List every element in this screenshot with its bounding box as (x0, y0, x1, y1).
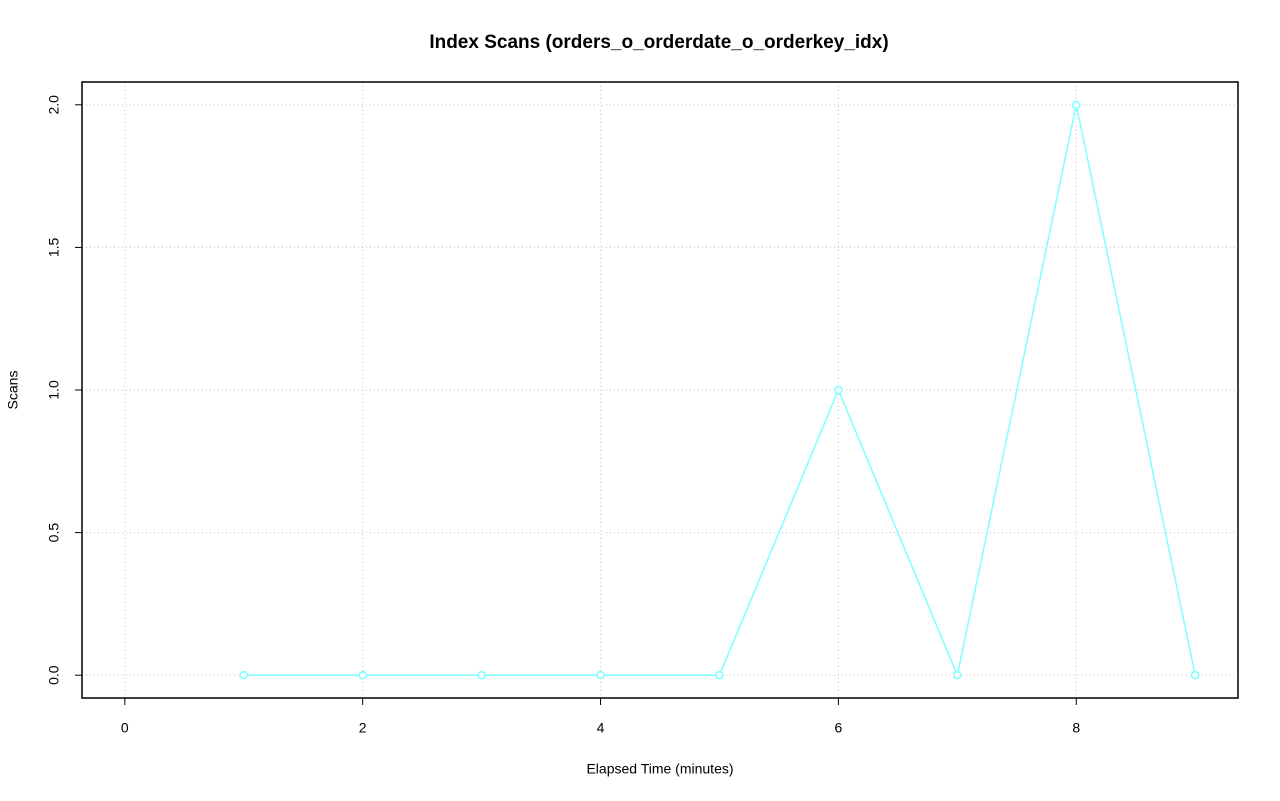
x-tick-label: 6 (834, 720, 842, 736)
data-point (953, 670, 962, 680)
x-tick-label: 4 (597, 720, 605, 736)
y-tick-label: 1.5 (46, 237, 62, 257)
data-point (715, 670, 724, 680)
x-axis-label: Elapsed Time (minutes) (586, 761, 733, 777)
data-point (358, 670, 367, 680)
data-point (1072, 100, 1081, 110)
data-point (596, 670, 605, 680)
plot-frame (81, 81, 1239, 699)
x-tick-label: 2 (359, 720, 367, 736)
x-tick-label: 0 (121, 720, 129, 736)
x-tick-label: 8 (1072, 720, 1080, 736)
y-tick-label: 0.5 (46, 523, 62, 543)
chart-title: Index Scans (orders_o_orderdate_o_orderk… (429, 32, 888, 53)
y-tick-label: 2.0 (46, 95, 62, 115)
y-tick-label: 1.0 (46, 380, 62, 400)
data-point (834, 385, 843, 395)
data-point (477, 670, 486, 680)
y-tick-label: 0.0 (46, 665, 62, 685)
data-point (239, 670, 248, 680)
data-point (1190, 670, 1200, 680)
y-axis-label: Scans (5, 371, 21, 410)
